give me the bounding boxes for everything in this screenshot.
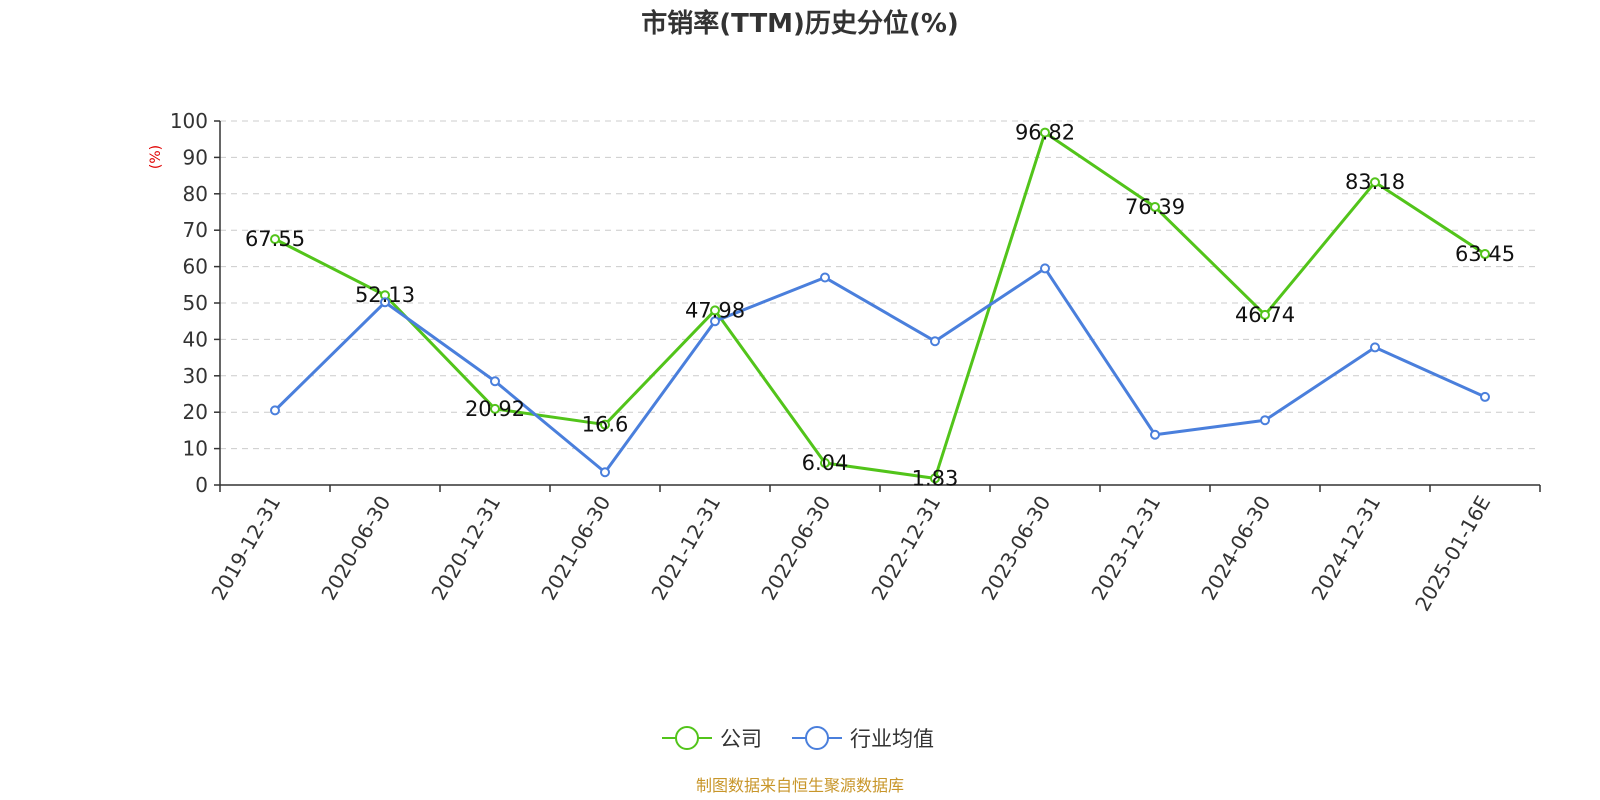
y-tick-label: 0 <box>195 473 208 497</box>
data-point[interactable] <box>1480 391 1490 402</box>
x-tick-label: 2023-06-30 <box>976 492 1055 605</box>
data-point[interactable] <box>270 405 280 416</box>
chart-title: 市销率(TTM)历史分位(%) <box>641 8 959 39</box>
y-tick-label: 40 <box>183 327 208 351</box>
data-point[interactable] <box>710 316 720 327</box>
x-tick-label: 2020-06-30 <box>316 492 395 605</box>
series-lines <box>270 127 1490 484</box>
legend-item-1[interactable]: 行业均值 <box>792 726 934 751</box>
x-tick-label: 2022-06-30 <box>756 492 835 605</box>
y-tick-label: 20 <box>183 400 208 424</box>
legend-item-0[interactable]: 公司 <box>662 726 762 751</box>
y-tick-label: 10 <box>183 437 208 461</box>
data-label: 6.04 <box>802 451 849 475</box>
y-tick-label: 100 <box>170 109 208 133</box>
data-point[interactable] <box>820 272 830 283</box>
data-point[interactable] <box>490 376 500 387</box>
data-point[interactable] <box>270 234 280 245</box>
x-tick-label: 2020-12-31 <box>426 492 505 605</box>
y-tick-label: 90 <box>183 145 208 169</box>
data-label: 46.74 <box>1235 303 1295 327</box>
y-tick-label: 80 <box>183 182 208 206</box>
x-tick-label: 2021-12-31 <box>646 492 725 605</box>
data-label: 16.6 <box>582 413 629 437</box>
grid-lines <box>220 120 1540 450</box>
y-tick-label: 70 <box>183 218 208 242</box>
data-label: 76.39 <box>1125 195 1185 219</box>
legend-label: 行业均值 <box>850 727 934 751</box>
data-point[interactable] <box>1260 309 1270 320</box>
data-point[interactable] <box>1150 201 1160 212</box>
legend-marker <box>805 726 829 750</box>
data-labels: 67.55 52.13 20.92 16.6 47.98 6.04 1.83 96.82 76.… <box>245 121 1515 491</box>
data-point[interactable] <box>710 305 720 316</box>
x-tick-label: 2019-12-31 <box>206 492 285 605</box>
data-point[interactable] <box>1150 429 1160 440</box>
data-label: 67.55 <box>245 227 305 251</box>
data-label: 63.45 <box>1455 242 1515 266</box>
data-point[interactable] <box>380 297 390 308</box>
data-label: 52.13 <box>355 283 415 307</box>
legend-marker <box>675 726 699 750</box>
data-label: 1.83 <box>912 466 959 490</box>
y-axis-label: (%) <box>148 145 164 169</box>
data-point[interactable] <box>1040 127 1050 138</box>
data-label: 96.82 <box>1015 121 1075 145</box>
data-point[interactable] <box>600 467 610 478</box>
source-note: 制图数据来自恒生聚源数据库 <box>696 776 904 795</box>
data-point[interactable] <box>1480 249 1490 260</box>
legend[interactable]: 公司 行业均值 <box>662 726 934 751</box>
x-tick-label: 2025-01-16E <box>1410 492 1495 616</box>
data-label: 47.98 <box>685 298 745 322</box>
legend-label: 公司 <box>720 727 762 751</box>
x-tick-label: 2022-12-31 <box>866 492 945 605</box>
data-label: 20.92 <box>465 397 525 421</box>
data-point[interactable] <box>930 473 940 484</box>
data-label: 83.18 <box>1345 170 1405 194</box>
data-point[interactable] <box>600 419 610 430</box>
data-point[interactable] <box>490 403 500 414</box>
data-point[interactable] <box>1370 177 1380 188</box>
x-tick-label: 2024-12-31 <box>1306 492 1385 605</box>
y-tick-label: 50 <box>183 291 208 315</box>
y-tick-label: 60 <box>183 255 208 279</box>
axes: 0 10 20 30 40 50 60 70 80 90 100 2019-12-31 2020-06-… <box>170 109 1541 616</box>
x-tick-label: 2021-06-30 <box>536 492 615 605</box>
data-point[interactable] <box>930 336 940 347</box>
x-tick-label: 2023-12-31 <box>1086 492 1165 605</box>
data-point[interactable] <box>1040 263 1050 274</box>
series-line-0 <box>274 131 1486 480</box>
y-tick-label: 30 <box>183 364 208 388</box>
series-line-1 <box>273 266 1486 474</box>
x-tick-label: 2024-06-30 <box>1196 492 1275 605</box>
data-point[interactable] <box>1260 415 1270 426</box>
data-point[interactable] <box>1370 342 1380 353</box>
data-point[interactable] <box>820 458 830 469</box>
